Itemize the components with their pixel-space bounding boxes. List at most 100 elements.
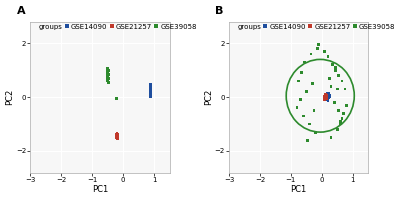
Point (294, 106, 300, 109)
Point (148, 90, 154, 93)
Point (311, 109, 317, 112)
Point (325, 97, 331, 100)
Point (321, 95, 328, 98)
Point (325, 91, 332, 95)
Point (147, 91, 154, 94)
Point (148, 87, 154, 91)
Point (147, 95, 154, 98)
Point (114, 136, 120, 140)
Point (316, 43, 322, 46)
Point (105, 77, 112, 80)
Point (114, 135, 120, 138)
Point (148, 83, 154, 87)
Point (104, 74, 111, 77)
Point (323, 93, 330, 96)
Legend: groups, GSE14090, GSE21257, GSE39058: groups, GSE14090, GSE21257, GSE39058 (230, 23, 396, 31)
Point (297, 98, 303, 101)
Point (325, 94, 332, 97)
Point (321, 94, 328, 98)
Point (104, 71, 110, 74)
Point (114, 137, 121, 140)
Point (148, 92, 154, 95)
Point (113, 136, 120, 139)
Point (324, 96, 330, 99)
Point (342, 87, 348, 91)
Point (113, 134, 120, 137)
Point (295, 79, 302, 83)
Point (330, 63, 336, 66)
Point (322, 97, 328, 100)
Point (309, 82, 316, 85)
Point (322, 50, 328, 53)
Point (147, 90, 154, 93)
Point (339, 117, 345, 120)
Point (148, 84, 154, 87)
Point (322, 94, 329, 97)
Point (321, 95, 328, 98)
Point (148, 93, 154, 96)
Point (323, 97, 329, 100)
Point (332, 66, 339, 69)
Point (325, 55, 331, 58)
Point (147, 83, 154, 86)
Point (339, 79, 345, 83)
Point (336, 74, 342, 77)
Point (303, 90, 310, 93)
Point (325, 96, 331, 99)
Y-axis label: PC2: PC2 (204, 89, 213, 105)
Point (328, 136, 334, 139)
Point (305, 139, 311, 142)
Point (104, 67, 110, 70)
Point (326, 77, 333, 80)
Point (148, 93, 154, 97)
Point (324, 98, 330, 101)
Point (105, 81, 112, 84)
Point (323, 94, 329, 97)
Point (114, 137, 121, 140)
Point (312, 131, 319, 134)
Point (308, 52, 314, 56)
Point (337, 122, 344, 126)
Point (298, 71, 305, 74)
Point (302, 61, 308, 64)
Point (337, 120, 344, 123)
Point (322, 93, 329, 96)
Point (322, 98, 328, 101)
Point (325, 96, 332, 100)
Point (340, 112, 347, 115)
Point (114, 135, 121, 139)
Y-axis label: PC2: PC2 (6, 89, 14, 105)
Point (147, 87, 154, 90)
Point (104, 78, 111, 81)
Point (323, 93, 329, 97)
Point (148, 85, 154, 88)
Point (148, 91, 154, 94)
Point (300, 114, 306, 118)
Legend: groups, GSE14090, GSE21257, GSE39058: groups, GSE14090, GSE21257, GSE39058 (32, 23, 198, 31)
Point (148, 85, 154, 88)
Point (343, 104, 350, 107)
Point (113, 97, 120, 100)
Point (105, 73, 112, 76)
Point (326, 93, 332, 97)
Point (147, 94, 154, 97)
Point (336, 109, 342, 112)
Point (114, 133, 121, 136)
X-axis label: PC1: PC1 (290, 185, 307, 194)
Point (332, 69, 339, 72)
Point (104, 77, 110, 80)
Point (322, 96, 329, 99)
Point (104, 75, 110, 79)
Text: A: A (16, 6, 25, 16)
Point (328, 85, 334, 88)
Point (104, 70, 111, 73)
Point (322, 96, 328, 100)
Text: B: B (215, 6, 224, 16)
Point (314, 47, 320, 50)
Point (322, 94, 329, 97)
X-axis label: PC1: PC1 (92, 185, 108, 194)
Point (324, 97, 330, 100)
Point (326, 95, 332, 98)
Point (325, 99, 331, 102)
Point (323, 94, 329, 97)
